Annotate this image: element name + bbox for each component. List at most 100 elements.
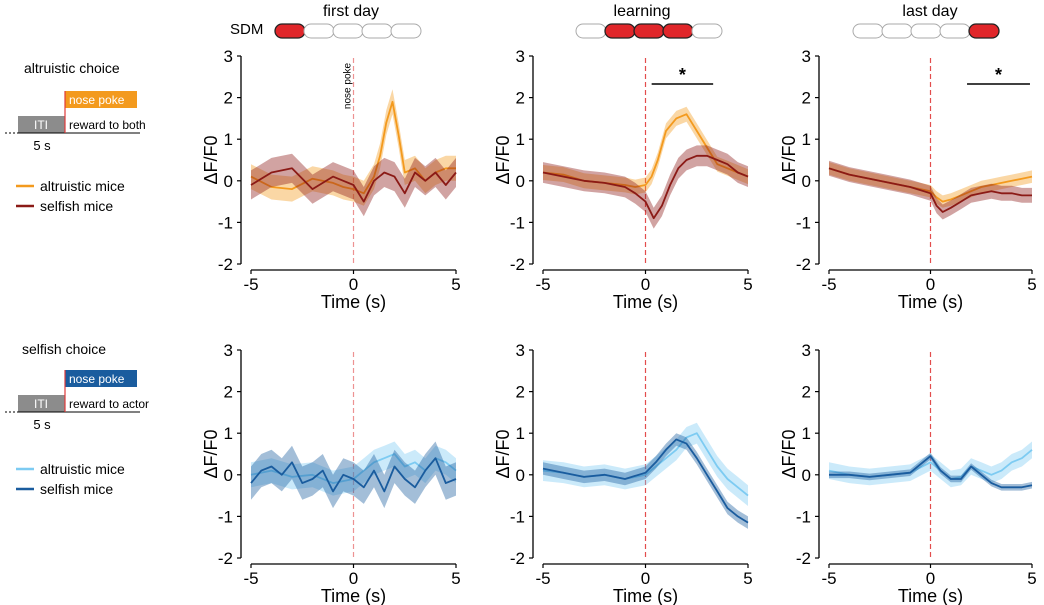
x-tick-label: 0 (349, 569, 358, 588)
schematic-altruistic: altruistic choice nose poke ITI reward t… (5, 60, 146, 214)
y-axis-label: ΔF/F0 (779, 429, 799, 478)
chart-panel-2: -2 -1 0 1 2 3 -5 0 5 Time (s) ΔF/F0 * (493, 47, 753, 312)
y-tick-label: -1 (218, 213, 233, 232)
x-tick-label: -5 (821, 275, 836, 294)
significance-star: * (679, 65, 686, 85)
y-tick-label: -1 (796, 213, 811, 232)
x-tick-label: -5 (821, 569, 836, 588)
nose-poke-label: nose poke (69, 372, 125, 386)
legend-label-selfish: selfish mice (40, 198, 113, 214)
nose-poke-box (65, 370, 137, 387)
y-tick-label: 0 (516, 172, 525, 191)
error-band-altruistic (543, 106, 748, 195)
series-line-selfish (250, 457, 457, 493)
x-tick-label: 0 (641, 569, 650, 588)
chart-panels: -2 -1 0 1 2 3 -5 0 5 Time (s) ΔF/F0 nose poke -2 -1 0 1… (201, 47, 1037, 605)
legend-label-altruistic: altruistic mice (40, 178, 125, 194)
legend-label-selfish: selfish mice (40, 481, 113, 497)
x-axis-label: Time (s) (321, 292, 386, 312)
y-axis-label: ΔF/F0 (201, 135, 221, 184)
nose-poke-box (65, 91, 137, 108)
y-tick-label: -1 (510, 507, 525, 526)
y-tick-label: -2 (510, 549, 525, 568)
y-tick-label: 2 (516, 89, 525, 108)
y-tick-label: 1 (516, 130, 525, 149)
chart-panel-1: -2 -1 0 1 2 3 -5 0 5 Time (s) ΔF/F0 nose poke (201, 47, 461, 312)
sdm-pill (303, 23, 335, 39)
x-tick-label: 5 (451, 275, 460, 294)
iti-box (18, 395, 65, 412)
y-axis-label: ΔF/F0 (493, 135, 513, 184)
sdm-pill (390, 23, 422, 39)
x-tick-label: 0 (349, 275, 358, 294)
y-tick-label: 0 (802, 466, 811, 485)
onset-label: nose poke (343, 62, 354, 109)
series-line-selfish (542, 154, 749, 220)
sdm-pill (939, 23, 971, 39)
legend-label-altruistic: altruistic mice (40, 461, 125, 477)
sdm-pill (910, 23, 942, 39)
x-axis-label: Time (s) (613, 586, 678, 605)
series-line-selfish (542, 438, 749, 524)
y-tick-label: 1 (516, 424, 525, 443)
x-tick-label: 5 (1027, 569, 1036, 588)
y-tick-label: -2 (510, 255, 525, 274)
sdm-pill-active (968, 23, 1000, 39)
y-axis-label: ΔF/F0 (201, 429, 221, 478)
iti-label: ITI (34, 118, 48, 132)
y-tick-label: 0 (802, 172, 811, 191)
x-axis-label: Time (s) (321, 586, 386, 605)
series-line-selfish (250, 167, 457, 203)
y-tick-label: 3 (516, 47, 525, 66)
y-tick-label: 2 (802, 89, 811, 108)
y-tick-label: 2 (224, 383, 233, 402)
error-band-selfish (251, 441, 456, 509)
sdm-pill-active (633, 23, 665, 39)
y-tick-label: 1 (224, 424, 233, 443)
x-tick-label: -5 (243, 569, 258, 588)
x-tick-label: 5 (743, 275, 752, 294)
x-tick-label: 0 (641, 275, 650, 294)
y-tick-label: 3 (516, 341, 525, 360)
x-tick-label: -5 (535, 275, 550, 294)
y-tick-label: -2 (218, 255, 233, 274)
sdm-pill (691, 23, 723, 39)
stage-header: SDM first day learning last day (230, 3, 1000, 39)
sdm-pill-active (662, 23, 694, 39)
x-tick-label: -5 (243, 275, 258, 294)
x-tick-label: 5 (743, 569, 752, 588)
y-tick-label: 3 (802, 47, 811, 66)
stage-title-first-day: first day (323, 3, 379, 20)
y-tick-label: 1 (224, 130, 233, 149)
schematic-title: selfish choice (22, 341, 106, 357)
y-tick-label: -2 (796, 255, 811, 274)
y-tick-label: -2 (796, 549, 811, 568)
y-tick-label: 3 (802, 341, 811, 360)
sdm-pill-active (604, 23, 636, 39)
y-tick-label: -2 (218, 549, 233, 568)
x-tick-label: 5 (451, 569, 460, 588)
chart-panel-4: -2 -1 0 1 2 3 -5 0 5 Time (s) ΔF/F0 (201, 341, 461, 605)
x-tick-label: 0 (926, 569, 935, 588)
x-tick-label: 0 (926, 275, 935, 294)
schematic-selfish: selfish choice nose poke ITI reward to a… (5, 341, 149, 497)
iti-label: ITI (34, 397, 48, 411)
x-tick-label: 5 (1027, 275, 1036, 294)
chart-panel-5: -2 -1 0 1 2 3 -5 0 5 Time (s) ΔF/F0 (493, 341, 753, 605)
y-tick-label: -1 (510, 213, 525, 232)
y-tick-label: 2 (802, 383, 811, 402)
y-tick-label: 0 (516, 466, 525, 485)
error-band-altruistic (829, 162, 1032, 208)
y-tick-label: -1 (796, 507, 811, 526)
reward-label: reward to actor (69, 397, 149, 411)
stage-title-last-day: last day (902, 3, 957, 20)
sdm-pill-active (274, 23, 306, 39)
y-tick-label: 0 (224, 172, 233, 191)
duration-label: 5 s (33, 417, 51, 432)
x-axis-label: Time (s) (898, 586, 963, 605)
y-tick-label: -1 (218, 507, 233, 526)
error-band-selfish (829, 160, 1032, 220)
y-axis-label: ΔF/F0 (493, 429, 513, 478)
chart-panel-6: -2 -1 0 1 2 3 -5 0 5 Time (s) ΔF/F0 (779, 341, 1037, 605)
